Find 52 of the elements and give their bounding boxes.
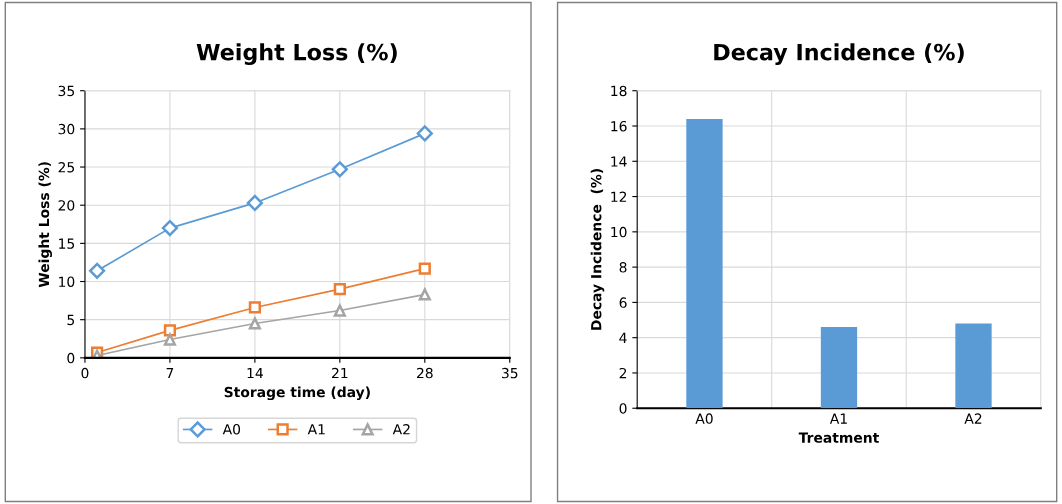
x-tick-label: 0 bbox=[81, 367, 89, 379]
x-tick-label: 7 bbox=[166, 367, 174, 379]
y-tick-label: 14 bbox=[611, 156, 627, 167]
y-tick-label: 4 bbox=[619, 332, 627, 343]
bar bbox=[686, 118, 723, 409]
chart-title: Decay Incidence (%) bbox=[714, 43, 964, 65]
point bbox=[163, 324, 177, 337]
legend-label: A0 bbox=[222, 424, 241, 435]
y-tick-label: 5 bbox=[67, 314, 75, 326]
y-tick-label: 6 bbox=[619, 297, 627, 308]
y-tick-label: 2 bbox=[619, 367, 627, 379]
x-tick-label: A2 bbox=[964, 413, 982, 424]
point bbox=[248, 301, 261, 314]
bar bbox=[820, 327, 858, 409]
point bbox=[246, 194, 264, 212]
y-tick-label: 12 bbox=[611, 191, 627, 202]
x-axis-title: Treatment bbox=[798, 432, 879, 443]
y-axis-title: Weight Loss (%) bbox=[38, 162, 53, 288]
point bbox=[88, 262, 106, 279]
point bbox=[416, 125, 433, 142]
legend-label: A2 bbox=[392, 424, 410, 435]
y-tick-label: 25 bbox=[58, 162, 75, 173]
y-tick-label: 10 bbox=[611, 226, 627, 238]
legend-label: A1 bbox=[307, 424, 325, 435]
chart-title: Weight Loss (%) bbox=[196, 43, 397, 65]
y-tick-label: 18 bbox=[611, 85, 627, 97]
point bbox=[333, 304, 346, 317]
bar bbox=[955, 323, 992, 409]
y-tick-label: 16 bbox=[611, 120, 627, 132]
x-tick-label: A0 bbox=[695, 413, 713, 424]
point bbox=[163, 333, 177, 346]
point bbox=[418, 262, 431, 275]
x-axis-title: Storage time (day) bbox=[224, 386, 370, 401]
point bbox=[418, 288, 431, 301]
point bbox=[161, 219, 179, 237]
point bbox=[248, 317, 261, 330]
y-tick-label: 20 bbox=[58, 200, 75, 211]
y-tick-label: 8 bbox=[619, 262, 627, 273]
x-tick-label: A1 bbox=[829, 413, 847, 424]
y-tick-label: 10 bbox=[59, 276, 75, 287]
y-tick-label: 35 bbox=[58, 85, 75, 97]
point bbox=[333, 283, 346, 296]
x-tick-label: 35 bbox=[501, 367, 518, 379]
x-tick-label: 28 bbox=[416, 367, 433, 379]
y-tick-label: 0 bbox=[619, 403, 627, 414]
x-tick-label: 14 bbox=[247, 367, 263, 379]
x-tick-label: 21 bbox=[332, 367, 348, 379]
y-tick-label: 15 bbox=[59, 238, 75, 249]
point bbox=[331, 161, 348, 178]
y-tick-label: 0 bbox=[67, 352, 75, 364]
y-tick-label: 30 bbox=[58, 123, 75, 135]
y-axis-title: Decay Incidence (%) bbox=[590, 169, 605, 330]
